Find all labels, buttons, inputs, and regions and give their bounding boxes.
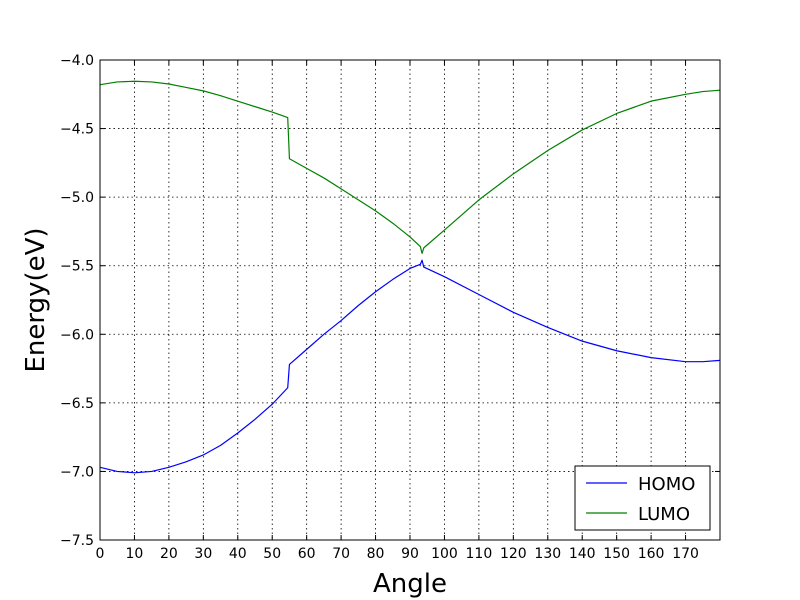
series-line-homo (99, 259, 721, 474)
y-tick-label: −5.5 (60, 259, 94, 275)
x-tick-label: 100 (431, 546, 458, 562)
x-tick-label: 150 (603, 546, 630, 562)
series-line-lumo (99, 80, 721, 254)
y-tick-label: −4.0 (60, 53, 94, 69)
x-tick-label: 20 (160, 546, 178, 562)
y-tick-label: −6.5 (60, 396, 94, 412)
legend-label-lumo: LUMO (638, 504, 690, 525)
x-tick-label: 130 (534, 546, 561, 562)
plot-series (99, 80, 721, 474)
grid (99, 59, 720, 541)
x-tick-label: 60 (298, 546, 316, 562)
legend-box (574, 465, 711, 531)
x-tick-label: 50 (263, 546, 281, 562)
x-tick-label: 30 (194, 546, 212, 562)
x-tick-label: 160 (638, 546, 665, 562)
x-tick-label: 90 (401, 546, 419, 562)
legend-label-homo: HOMO (638, 474, 695, 495)
y-tick-label: −5.0 (60, 190, 94, 206)
x-tick-label: 40 (229, 546, 247, 562)
y-tick-label: −7.0 (60, 464, 94, 480)
x-tick-label: 140 (569, 546, 596, 562)
y-axis-title: Energy(eV) (21, 227, 51, 372)
x-tick-label: 0 (96, 546, 105, 562)
y-tick-label: −6.0 (60, 327, 94, 343)
legend: HOMO LUMO (574, 465, 711, 531)
x-tick-label: 80 (367, 546, 385, 562)
x-axis-title: Angle (373, 569, 447, 599)
x-tick-label: 110 (466, 546, 493, 562)
axis-ticks: 0 10 20 30 40 50 60 70 80 90 100 110 120 130 140 150 160… (60, 53, 720, 562)
x-tick-label: 70 (332, 546, 350, 562)
y-tick-label: −7.5 (60, 533, 94, 549)
x-tick-label: 120 (500, 546, 527, 562)
y-tick-label: −4.5 (60, 122, 94, 138)
x-tick-label: 170 (672, 546, 699, 562)
x-tick-label: 10 (126, 546, 144, 562)
